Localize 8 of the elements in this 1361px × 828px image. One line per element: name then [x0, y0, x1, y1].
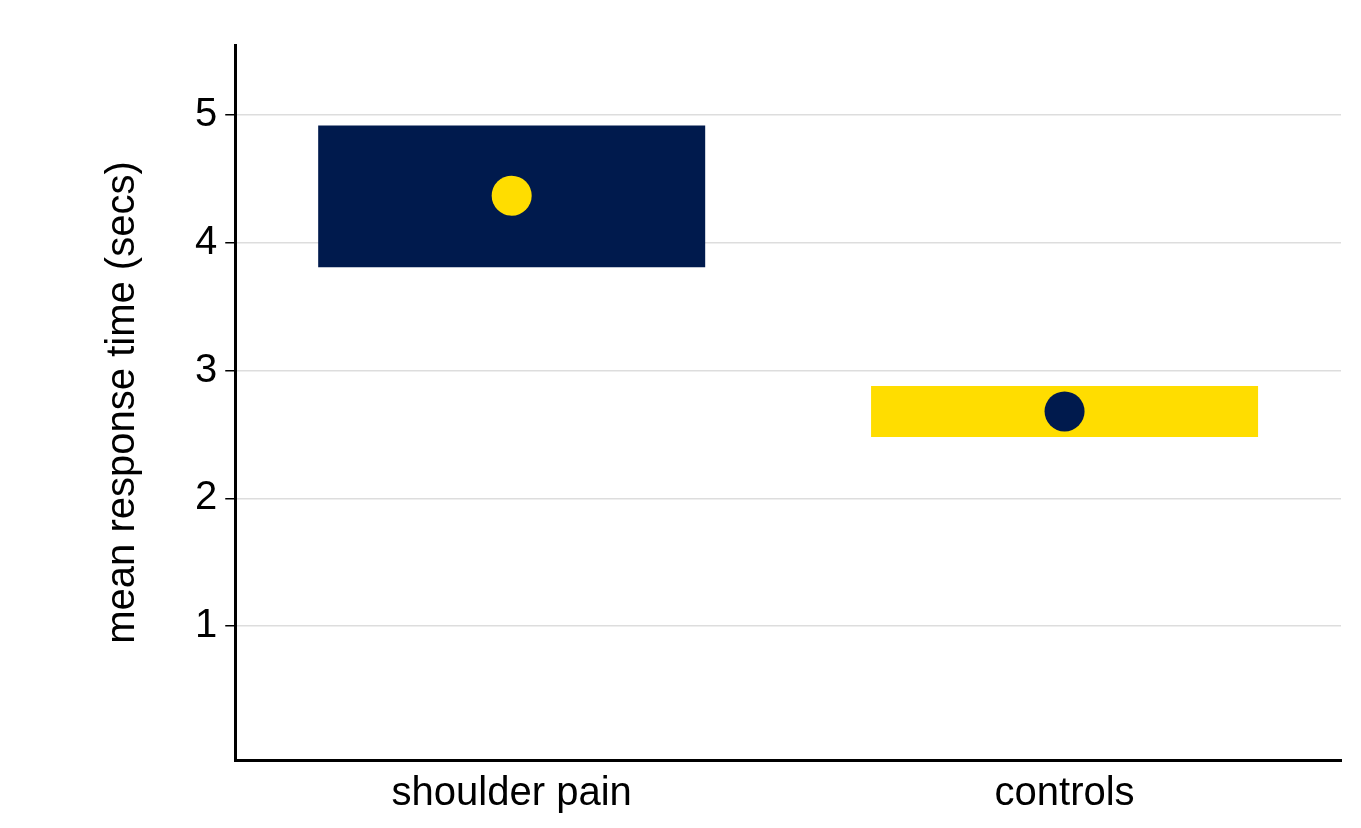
y-axis-title: mean response time (secs): [98, 161, 143, 644]
x-tick-label: shoulder pain: [391, 769, 632, 814]
y-tick-label: 4: [195, 217, 218, 262]
x-tick-label: controls: [994, 769, 1135, 814]
y-tick-label: 2: [195, 473, 218, 518]
y-tick-label: 3: [195, 345, 218, 390]
y-tick-label: 1: [195, 600, 218, 645]
y-tick-label: 5: [195, 90, 218, 135]
